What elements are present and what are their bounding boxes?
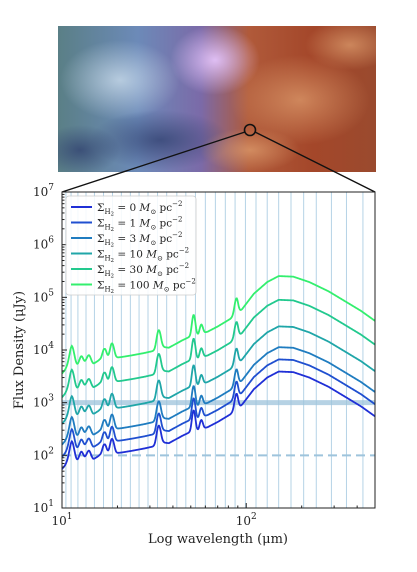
legend-entry: ΣH2 = 100 M⊙ pc−2: [97, 278, 196, 296]
legend-entry: ΣH2 = 3 M⊙ pc−2: [97, 231, 182, 249]
legend-entry: ΣH2 = 0 M⊙ pc−2: [97, 200, 182, 218]
y-axis-label: Flux Density (μJy): [12, 291, 27, 409]
legend-entry: ΣH2 = 10 M⊙ pc−2: [97, 247, 189, 265]
legend-entry: ΣH2 = 1 M⊙ pc−2: [97, 216, 182, 234]
y-tick-label: 104: [33, 341, 54, 357]
series-line-1: [62, 358, 375, 458]
y-tick-label: 103: [33, 394, 54, 410]
zoom-line-right: [254, 131, 376, 193]
series-line-3: [62, 325, 375, 425]
zoom-marker: [243, 123, 257, 137]
sky-image: [58, 26, 376, 172]
legend-entry: ΣH2 = 30 M⊙ pc−2: [97, 262, 189, 280]
series-line-2: [62, 346, 375, 446]
y-tick-label: 105: [33, 288, 54, 304]
y-tick-label: 101: [33, 499, 54, 515]
x-tick-label: 101: [51, 512, 72, 528]
series-line-0: [62, 370, 375, 470]
series-line-5: [62, 275, 375, 375]
y-tick-label: 102: [33, 446, 54, 462]
y-tick-label: 107: [33, 183, 54, 199]
x-tick-label: 102: [236, 512, 257, 528]
series-line-4: [62, 298, 375, 398]
x-axis-label: Log wavelength (μm): [148, 532, 288, 547]
plot-area: 101 102 103 104 105 106 107 101 102 ΣH2 = 0 M⊙ …: [33, 183, 376, 528]
zoom-line-left: [61, 131, 246, 193]
y-tick-label: 106: [33, 236, 54, 252]
legend-box: [65, 195, 197, 296]
